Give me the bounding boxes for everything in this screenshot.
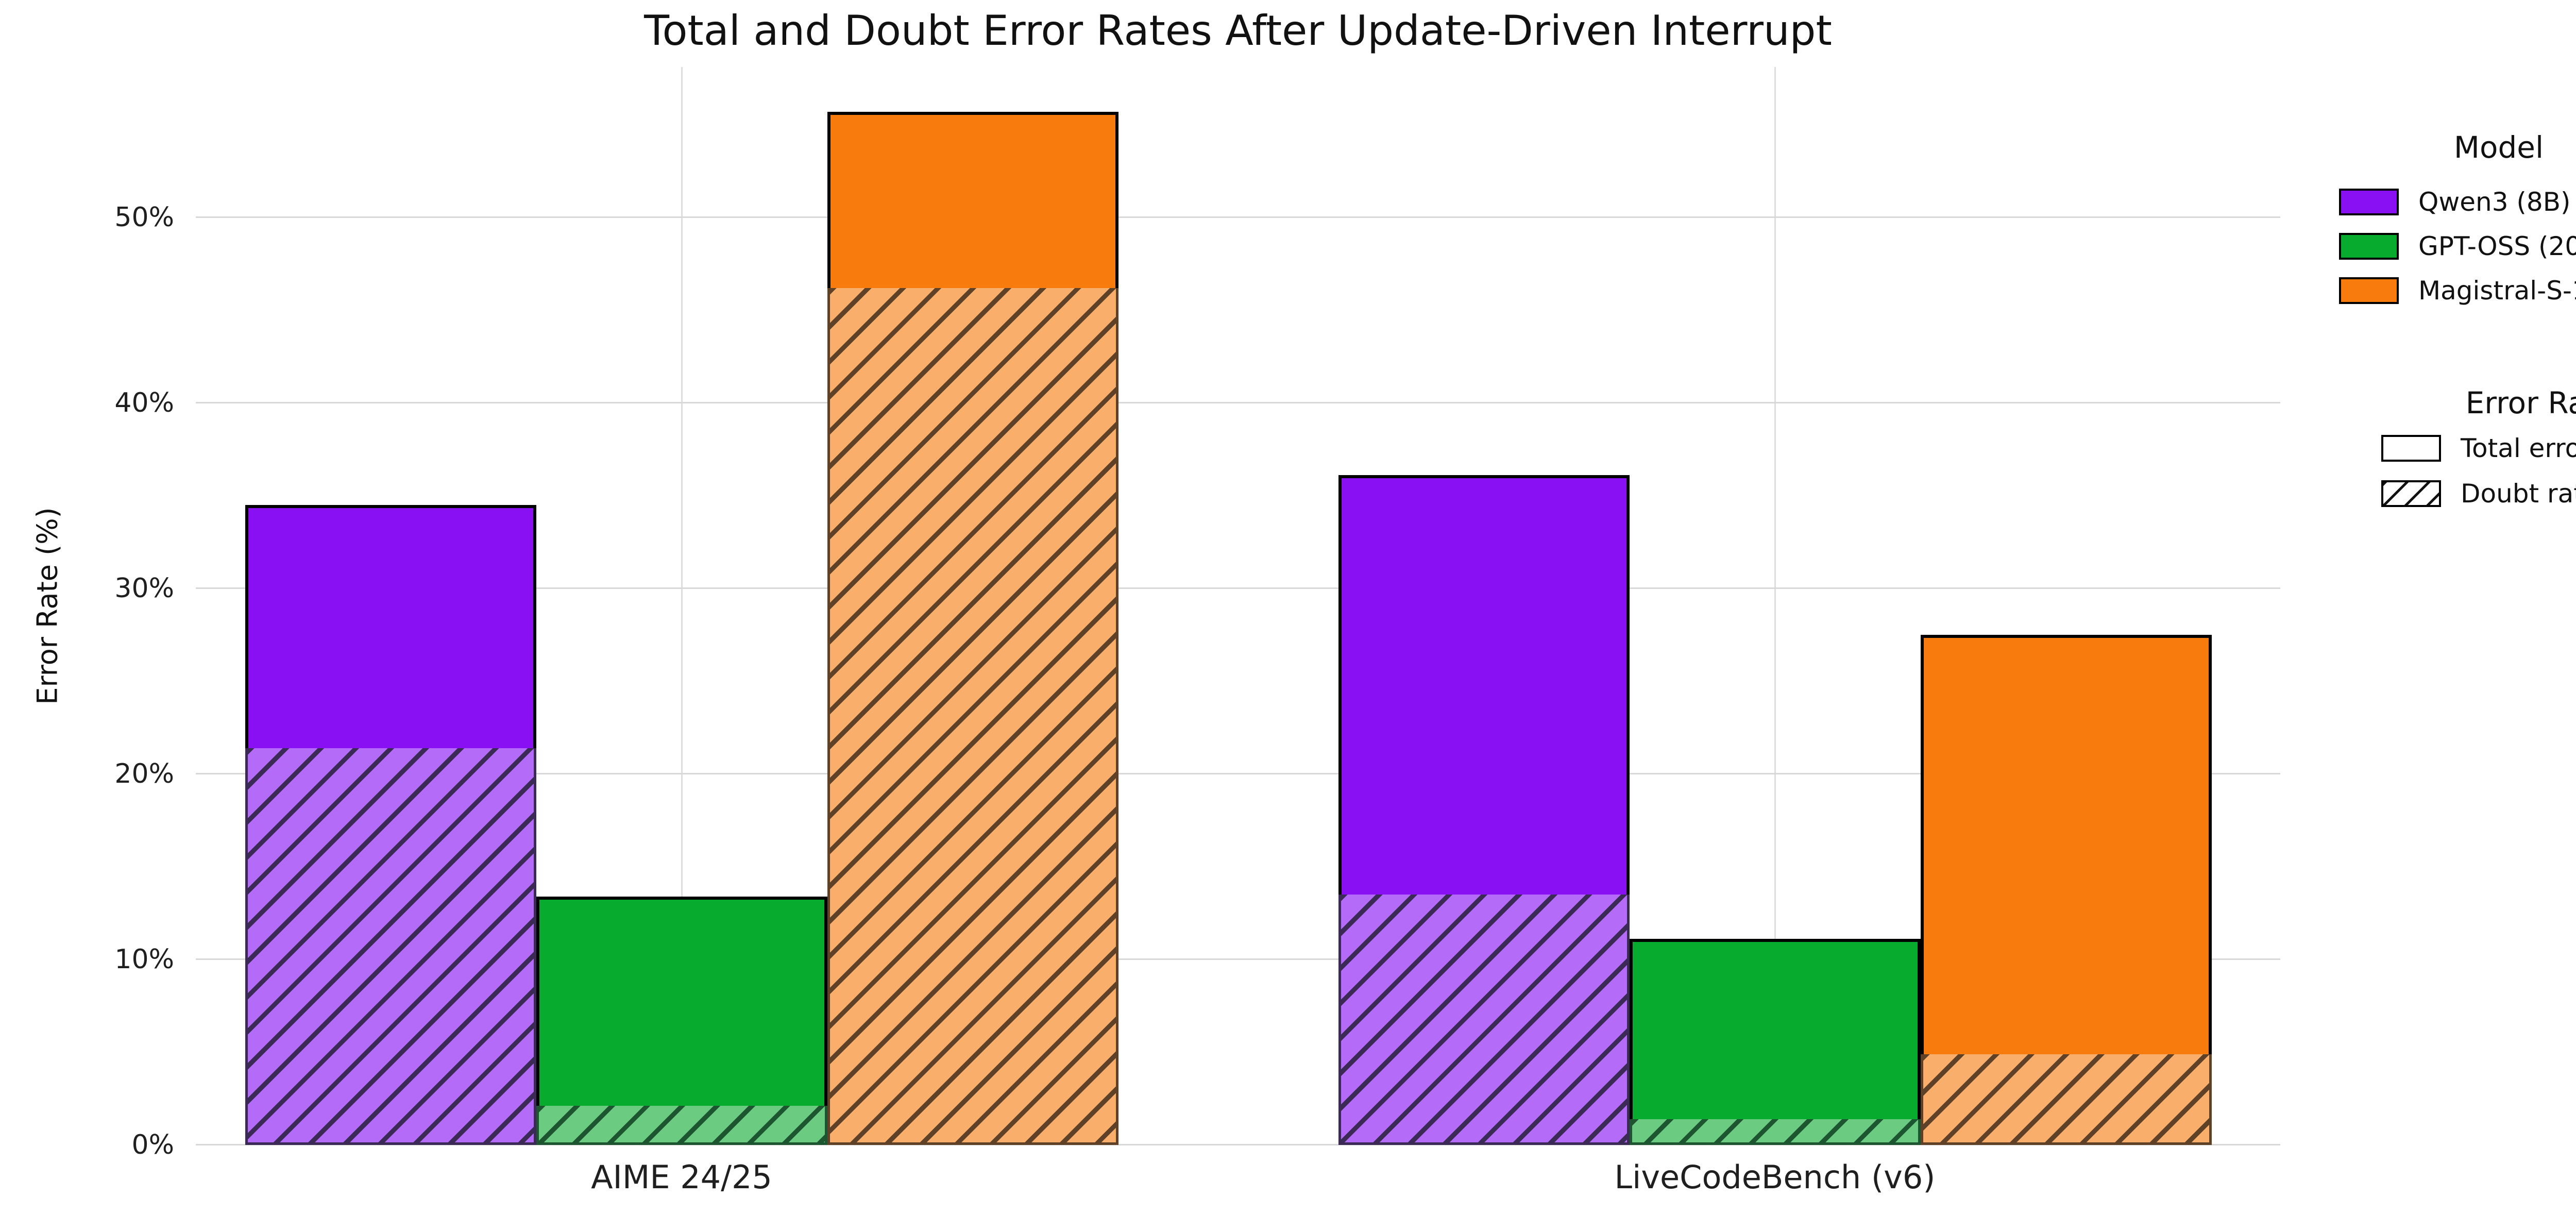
plot-area [196,67,2280,1145]
legend-row-gptoss: GPT-OSS (20B) [2339,231,2576,261]
horizontal-gridline [196,773,2280,774]
bar-GPT-OSS (20B)-LiveCodeBench (v6) [1630,939,1921,1145]
doubt-rate-segment [245,748,536,1145]
total-error-segment [1630,939,1921,1122]
legend-label-total-error: Total error rate [2461,433,2576,463]
legend-row-total-error: Total error rate [2381,433,2576,463]
bar-Magistral-S-1.2 (24B)-LiveCodeBench (v6) [1921,635,2212,1145]
vertical-gridline [1774,67,1776,1145]
horizontal-gridline [196,402,2280,403]
bar-GPT-OSS (20B)-AIME 24/25 [536,897,827,1145]
legend-row-magistral: Magistral-S-1.2 (24B) [2339,276,2576,306]
gptoss-color-swatch [2339,233,2399,260]
total-error-segment [1921,635,2212,1057]
legend-label-qwen3: Qwen3 (8B) [2418,187,2571,217]
doubt-rate-segment [536,1106,827,1145]
horizontal-gridline [196,958,2280,960]
vertical-gridline [681,67,683,1145]
y-tick-label: 30% [114,573,174,604]
bar-Qwen3 (8B)-LiveCodeBench (v6) [1338,475,1630,1145]
total-error-swatch [2381,435,2441,462]
total-error-segment [536,897,827,1109]
doubt-rate-segment [1338,895,1630,1145]
total-error-segment [1338,475,1630,898]
horizontal-gridline [196,1144,2280,1145]
doubt-rate-swatch [2381,480,2441,507]
magistral-color-swatch [2339,277,2399,304]
y-tick-label: 10% [114,944,174,975]
legend-label-gptoss: GPT-OSS (20B) [2418,231,2576,261]
y-axis-label: Error Rate (%) [31,507,64,705]
legend-label-magistral: Magistral-S-1.2 (24B) [2418,276,2576,306]
x-tick-label: LiveCodeBench (v6) [1614,1158,1936,1196]
legend-row-doubt: Doubt rate [2381,479,2576,509]
chart-title: Total and Doubt Error Rates After Update… [644,7,1832,55]
legend-model-title: Model [2453,130,2544,165]
legend-error-rate-title: Error Rate [2465,385,2576,420]
bar-Magistral-S-1.2 (24B)-AIME 24/25 [827,112,1118,1145]
total-error-segment [827,112,1118,291]
horizontal-gridline [196,587,2280,589]
total-error-segment [245,505,536,751]
doubt-rate-segment [1921,1054,2212,1145]
doubt-rate-segment [1630,1119,1921,1145]
x-tick-label: AIME 24/25 [591,1158,772,1196]
qwen3-color-swatch [2339,189,2399,215]
legend-label-doubt: Doubt rate [2461,479,2576,509]
legend-row-qwen3: Qwen3 (8B) [2339,187,2571,217]
y-tick-label: 20% [114,758,174,789]
bar-Qwen3 (8B)-AIME 24/25 [245,505,536,1145]
y-tick-label: 50% [114,202,174,233]
doubt-rate-segment [827,288,1118,1145]
y-tick-label: 0% [131,1129,175,1160]
y-tick-label: 40% [114,387,174,418]
horizontal-gridline [196,216,2280,218]
